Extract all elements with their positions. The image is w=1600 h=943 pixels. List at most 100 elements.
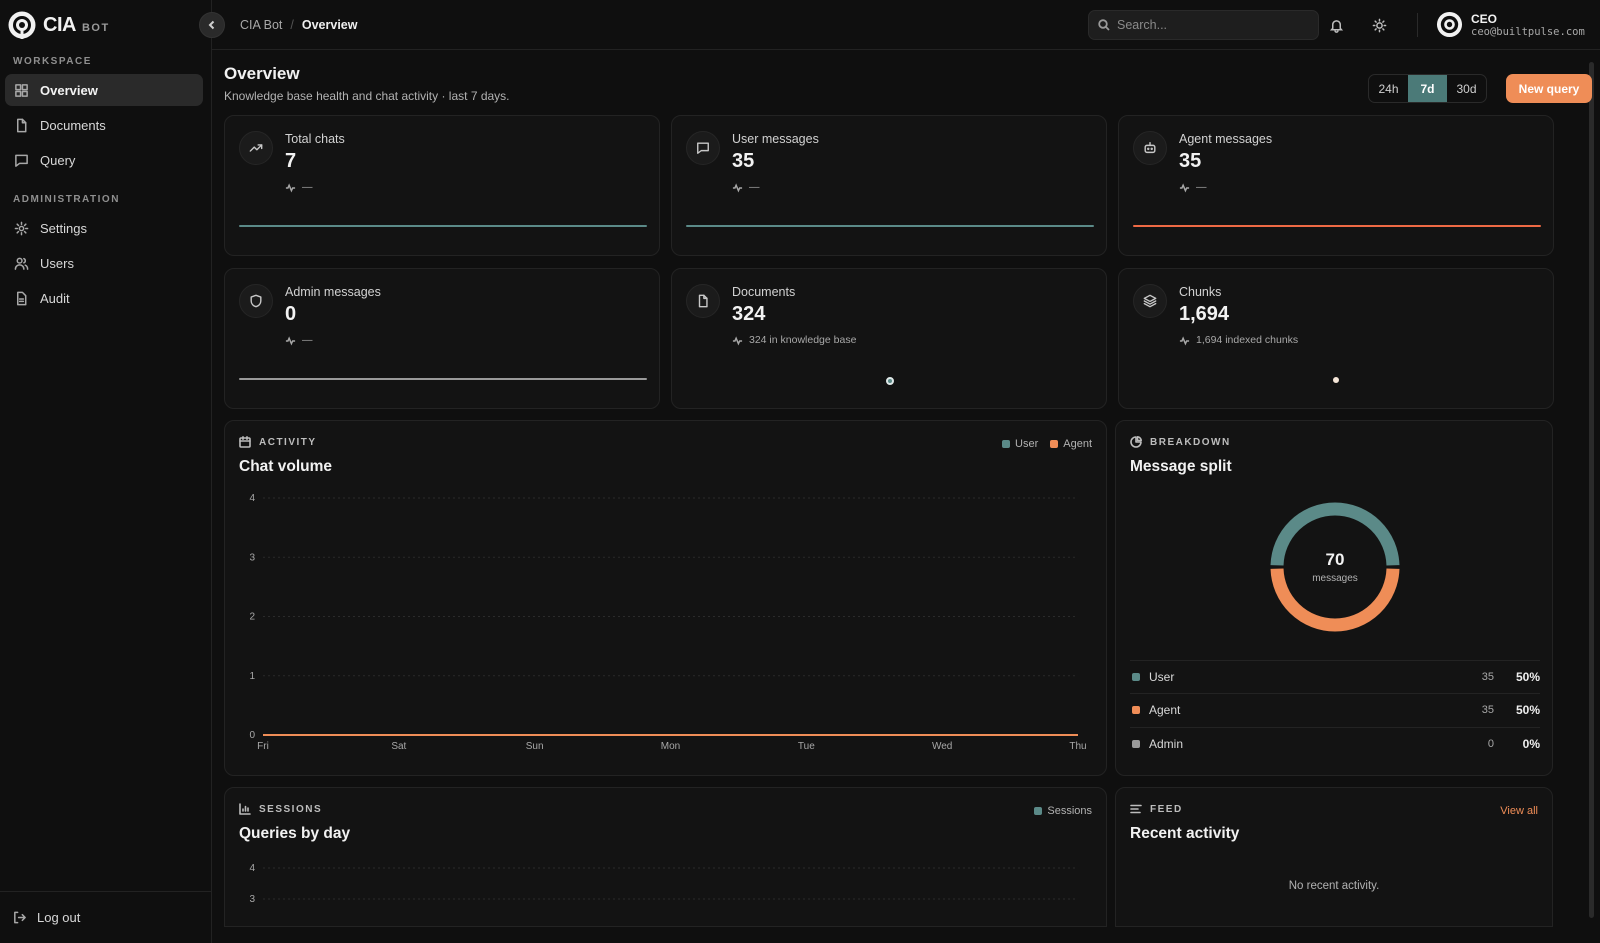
sidebar-item-overview[interactable]: Overview <box>5 74 203 106</box>
theme-toggle-button[interactable] <box>1368 14 1390 36</box>
breadcrumb: CIA Bot / Overview <box>240 18 357 32</box>
grid-icon <box>15 83 28 97</box>
y-tick-label: 3 <box>249 894 255 905</box>
range-7d-button[interactable]: 7d <box>1408 75 1447 102</box>
stat-value: 35 <box>1179 150 1202 172</box>
split-swatch <box>1132 706 1140 714</box>
sidebar-item-settings[interactable]: Settings <box>5 212 203 244</box>
sidebar-item-documents[interactable]: Documents <box>5 109 203 141</box>
message-split-donut <box>1270 502 1400 632</box>
stat-value: 1,694 <box>1179 303 1230 325</box>
stat-sub-text: 324 in knowledge base <box>749 334 857 346</box>
stat-icon-wrap <box>686 284 720 318</box>
range-24h-button[interactable]: 24h <box>1369 75 1408 102</box>
message-icon <box>697 142 709 154</box>
user-info: CEO ceo@builtpulse.com <box>1471 12 1585 38</box>
stat-sub-text: — <box>302 181 313 193</box>
users-icon <box>14 257 29 270</box>
sidebar-item-audit[interactable]: Audit <box>5 282 203 314</box>
stat-sub: 324 in knowledge base <box>732 334 856 346</box>
page-subtitle: Knowledge base health and chat activity … <box>224 89 510 103</box>
notifications-button[interactable] <box>1325 14 1347 36</box>
split-pct: 50% <box>1515 670 1540 684</box>
audit-icon <box>17 291 27 305</box>
search-box[interactable] <box>1088 10 1319 40</box>
file-icon <box>698 294 708 308</box>
stat-icon-wrap <box>239 284 273 318</box>
stat-value: 7 <box>285 150 297 172</box>
pie-icon <box>1130 436 1142 448</box>
sidebar: CIA BOT WORKSPACE Overview Documents Que… <box>0 0 212 943</box>
stat-label: Admin messages <box>285 285 381 299</box>
view-all-link[interactable]: View all <box>1500 805 1538 817</box>
x-tick-label: Tue <box>798 741 815 752</box>
stat-card-total-chats: Total chats 7 — <box>224 115 660 256</box>
activity-eyebrow: ACTIVITY <box>239 436 317 448</box>
pulse-icon <box>285 335 296 346</box>
message-icon <box>15 154 28 167</box>
range-30d-button[interactable]: 30d <box>1447 75 1486 102</box>
stat-value: 324 <box>732 303 766 325</box>
sparkline <box>686 225 1094 227</box>
legend-item-user[interactable]: User <box>1002 438 1038 450</box>
stat-label: User messages <box>732 132 819 146</box>
bot-icon <box>1144 142 1156 154</box>
split-count: 35 <box>1481 704 1494 716</box>
sidebar-item-query[interactable]: Query <box>5 144 203 176</box>
x-tick-label: Sun <box>526 741 544 752</box>
bar-chart-icon <box>239 803 251 815</box>
split-name: Admin <box>1149 737 1184 751</box>
calendar-icon <box>239 436 251 448</box>
donut-slice-user <box>1270 502 1400 566</box>
section-label-administration: ADMINISTRATION <box>13 194 120 205</box>
search-icon <box>1098 19 1110 31</box>
stat-icon-wrap <box>1133 131 1167 165</box>
split-name: User <box>1149 670 1175 684</box>
stat-icon-wrap <box>239 131 273 165</box>
stat-icon-wrap <box>1133 284 1167 318</box>
x-tick-label: Fri <box>257 741 269 752</box>
stat-sub-text: — <box>302 334 313 346</box>
brand[interactable]: CIA BOT <box>0 0 211 50</box>
pulse-icon <box>1179 182 1190 193</box>
gear-icon <box>14 221 29 235</box>
stat-card-chunks: Chunks 1,694 1,694 indexed chunks <box>1118 268 1554 409</box>
new-query-button[interactable]: New query <box>1506 74 1592 103</box>
legend-item-sessions[interactable]: Sessions <box>1034 805 1092 817</box>
split-row-user: User 35 50% <box>1130 660 1540 693</box>
legend-item-agent[interactable]: Agent <box>1050 438 1092 450</box>
stat-label: Documents <box>732 285 796 299</box>
sidebar-item-users[interactable]: Users <box>5 247 203 279</box>
divider <box>1417 13 1418 37</box>
x-tick-label: Wed <box>932 741 952 752</box>
user-menu[interactable]: CEO ceo@builtpulse.com <box>1436 11 1585 38</box>
breakdown-eyebrow: BREAKDOWN <box>1130 436 1231 448</box>
activity-panel: ACTIVITY Chat volume User Agent 0 1 2 3 4 Fri… <box>224 420 1107 776</box>
stat-sub: — <box>285 181 313 193</box>
activity-title: Chat volume <box>239 458 333 475</box>
split-pct: 50% <box>1515 703 1540 717</box>
search-input[interactable] <box>1117 18 1307 32</box>
sessions-eyebrow-text: SESSIONS <box>259 803 323 815</box>
stat-label: Total chats <box>285 132 345 146</box>
user-role: CEO <box>1471 11 1498 26</box>
y-tick-label: 0 <box>249 730 255 741</box>
breadcrumb-root[interactable]: CIA Bot <box>240 18 283 32</box>
collapse-sidebar-button[interactable] <box>199 12 225 38</box>
y-tick-label: 3 <box>249 552 255 563</box>
breakdown-eyebrow-text: BREAKDOWN <box>1150 436 1231 448</box>
feed-eyebrow: FEED <box>1130 803 1183 815</box>
feed-eyebrow-text: FEED <box>1150 803 1183 815</box>
feed-empty-state: No recent activity. <box>1288 880 1380 892</box>
chevron-left-icon <box>208 20 215 30</box>
donut-total-label: messages <box>1312 573 1358 584</box>
split-count: 35 <box>1481 671 1494 683</box>
split-row-agent: Agent 35 50% <box>1130 693 1540 726</box>
brand-logo-icon <box>8 11 36 39</box>
y-tick-label: 4 <box>249 863 255 874</box>
split-count: 0 <box>1487 738 1494 750</box>
legend-swatch <box>1002 440 1011 448</box>
logout-button[interactable]: Log out <box>0 891 211 943</box>
y-tick-label: 1 <box>249 671 255 682</box>
scrollbar[interactable] <box>1589 62 1594 918</box>
